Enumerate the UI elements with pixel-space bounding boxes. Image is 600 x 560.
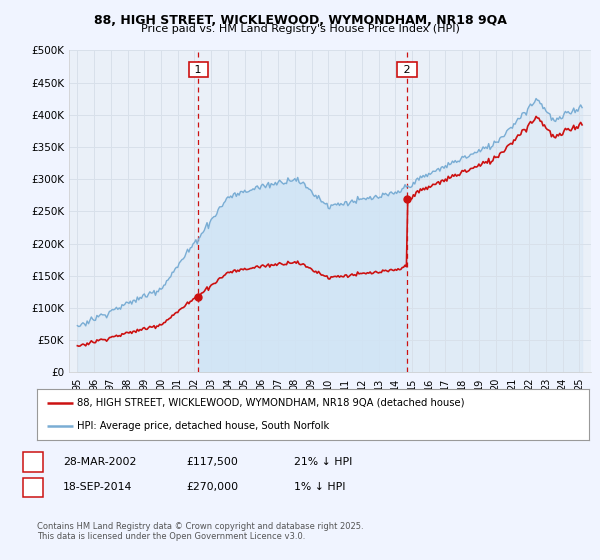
Text: Contains HM Land Registry data © Crown copyright and database right 2025.
This d: Contains HM Land Registry data © Crown c…: [37, 522, 364, 542]
Text: 18-SEP-2014: 18-SEP-2014: [63, 482, 133, 492]
Text: 1% ↓ HPI: 1% ↓ HPI: [294, 482, 346, 492]
Text: £270,000: £270,000: [186, 482, 238, 492]
Text: Price paid vs. HM Land Registry's House Price Index (HPI): Price paid vs. HM Land Registry's House …: [140, 24, 460, 34]
Text: 88, HIGH STREET, WICKLEWOOD, WYMONDHAM, NR18 9QA: 88, HIGH STREET, WICKLEWOOD, WYMONDHAM, …: [94, 14, 506, 27]
Text: 1: 1: [191, 65, 205, 74]
Text: 2: 2: [400, 65, 415, 74]
Text: 28-MAR-2002: 28-MAR-2002: [63, 457, 136, 467]
Text: HPI: Average price, detached house, South Norfolk: HPI: Average price, detached house, Sout…: [77, 421, 330, 431]
Text: £117,500: £117,500: [186, 457, 238, 467]
Text: 88, HIGH STREET, WICKLEWOOD, WYMONDHAM, NR18 9QA (detached house): 88, HIGH STREET, WICKLEWOOD, WYMONDHAM, …: [77, 398, 465, 408]
Text: 1: 1: [29, 457, 36, 467]
Text: 2: 2: [29, 482, 36, 492]
Text: 21% ↓ HPI: 21% ↓ HPI: [294, 457, 352, 467]
